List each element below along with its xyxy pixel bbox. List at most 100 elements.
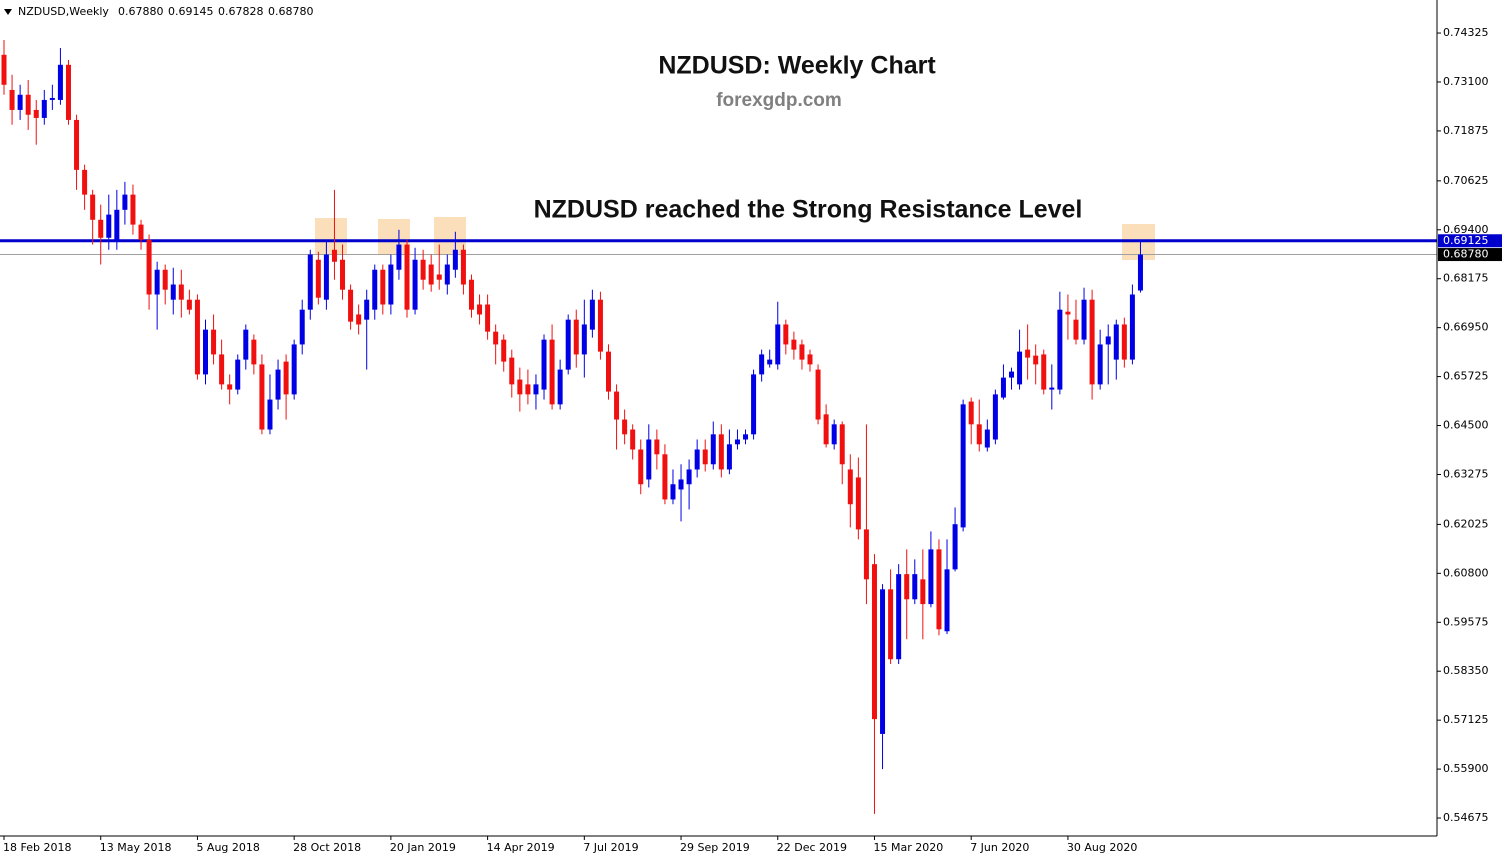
candle-body [267, 399, 273, 430]
candle-body [348, 289, 354, 322]
candle-body [331, 249, 337, 262]
candle-body [323, 254, 329, 300]
resistance-tag-label: 0.69125 [1443, 234, 1489, 247]
candle-body [952, 524, 958, 570]
candle-body [404, 244, 410, 310]
candle-body [606, 351, 611, 392]
y-tick-label: 0.69400 [1443, 223, 1489, 236]
y-tick-label: 0.62025 [1443, 517, 1489, 530]
resistance-tag [1438, 234, 1502, 248]
candle-body [1017, 351, 1023, 385]
candle-body [1137, 254, 1143, 291]
candle-body [847, 469, 853, 505]
candle-body [468, 279, 474, 310]
candle-body [839, 424, 845, 465]
y-tick-label: 0.59575 [1443, 615, 1489, 628]
candle-body [686, 469, 692, 485]
candle-body [638, 449, 644, 485]
y-tick-label: 0.63275 [1443, 467, 1489, 480]
y-tick-label: 0.70625 [1443, 174, 1489, 187]
candle-body [219, 354, 225, 385]
candle-body [565, 319, 571, 370]
candle-body [799, 344, 805, 360]
candle-body [589, 299, 595, 330]
candle-body [444, 264, 450, 285]
y-tick-label: 0.71875 [1443, 124, 1489, 137]
candle-body [759, 354, 765, 375]
candle-body [654, 439, 660, 455]
candle-body [178, 284, 184, 300]
x-tick-label: 5 Aug 2018 [196, 841, 259, 854]
candle-body [25, 94, 31, 115]
candle-body [807, 354, 813, 365]
candle-body [880, 589, 886, 734]
candle-body [888, 589, 894, 660]
candle-body [412, 259, 418, 310]
candle-body [525, 384, 531, 395]
y-tick-label: 0.60800 [1443, 566, 1489, 579]
candle-body [1025, 349, 1031, 358]
candle-body [356, 314, 362, 325]
candle-body [678, 479, 684, 490]
candle-body [928, 549, 934, 605]
symbol-header: NZDUSD,Weekly [18, 5, 109, 18]
candle-body [436, 274, 442, 280]
candle-body [106, 214, 112, 238]
x-tick-label: 15 Mar 2020 [873, 841, 943, 854]
y-tick-label: 0.54675 [1443, 811, 1489, 824]
y-tick-label: 0.57125 [1443, 713, 1489, 726]
candle-body [1009, 371, 1014, 378]
candle-body [130, 194, 136, 225]
last-price-tag-label: 0.68780 [1443, 248, 1489, 261]
candle-body [460, 249, 466, 285]
candle-body [33, 109, 39, 118]
candle-body [710, 434, 716, 465]
candle-body [509, 357, 515, 385]
y-tick-label: 0.73100 [1443, 75, 1489, 88]
candle-body [912, 574, 918, 600]
candle-body [388, 264, 394, 305]
candle-body [614, 391, 620, 420]
candle-body [734, 439, 740, 445]
x-tick-label: 22 Dec 2019 [777, 841, 847, 854]
candle-body [82, 169, 88, 195]
ohlc-value: 0.67828 [218, 5, 264, 18]
candle-body [541, 339, 547, 390]
candle-body [871, 564, 877, 720]
candle-body [831, 424, 837, 445]
menu-icon[interactable] [4, 9, 12, 15]
y-tick-label: 0.65725 [1443, 370, 1489, 383]
y-tick-label: 0.64500 [1443, 419, 1489, 432]
chart-title: NZDUSD: Weekly Chart [658, 52, 936, 80]
candle-body [501, 339, 507, 362]
highlight-zone [315, 218, 347, 255]
candle-body [573, 319, 579, 355]
candle-body [718, 434, 724, 470]
candle-body [646, 439, 652, 480]
candle-body [896, 574, 902, 660]
y-tick-label: 0.66950 [1443, 321, 1489, 334]
candle-body [1121, 324, 1127, 360]
candle-body [98, 219, 104, 238]
last-price-tag [1438, 248, 1502, 262]
y-tick-label: 0.55900 [1443, 762, 1489, 775]
candle-body [533, 384, 539, 395]
candle-body [1105, 336, 1111, 345]
y-tick-label: 0.58350 [1443, 664, 1489, 677]
candle-body [211, 329, 217, 355]
candle-body [227, 384, 233, 390]
candle-body [420, 259, 426, 280]
candle-body [1, 54, 7, 85]
candle-body [1041, 354, 1047, 390]
candle-body [662, 454, 668, 500]
candle-body [243, 329, 249, 360]
ohlc-value: 0.69145 [168, 5, 214, 18]
candle-body [170, 284, 176, 300]
candle-body [162, 269, 168, 290]
candle-body [726, 444, 732, 470]
candle-body [1065, 311, 1071, 315]
candle-body [1049, 387, 1055, 390]
candle-body [815, 369, 821, 420]
candle-body [372, 269, 378, 310]
